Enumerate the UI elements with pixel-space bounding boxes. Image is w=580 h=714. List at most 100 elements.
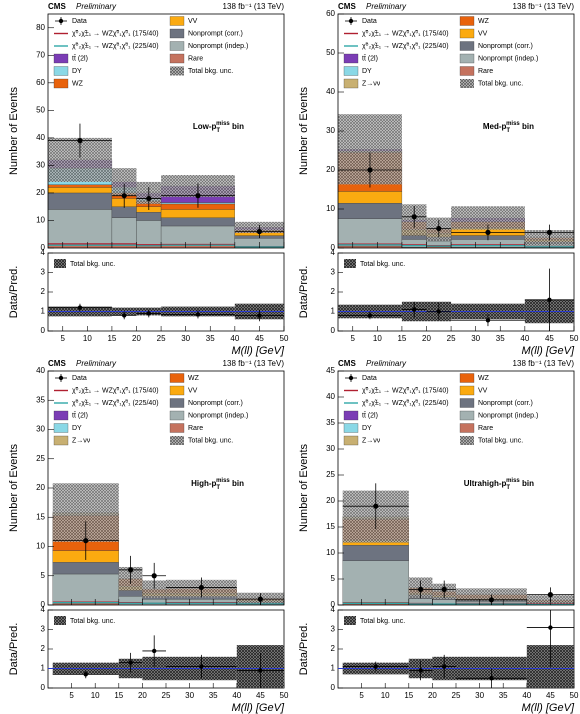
ratio-point	[418, 668, 423, 673]
ratio-y-tick-label: 0	[331, 683, 336, 692]
ratio-point	[436, 309, 441, 314]
legend-label: χ̃⁰₂χ̃±₁ → WZχ̃⁰₁χ̃⁰₁ (175/40)	[362, 386, 449, 394]
ratio-point	[548, 625, 553, 630]
ratio-point	[412, 307, 417, 312]
legend-label: Rare	[188, 425, 203, 432]
legend-swatch	[53, 435, 69, 446]
region-suffix: bin	[230, 479, 244, 488]
ratio-y-tick-label: 4	[41, 605, 46, 614]
legend-label: Rare	[188, 55, 203, 62]
ratio-legend-swatch	[344, 616, 356, 625]
plot-area	[342, 483, 574, 605]
y-tick-label: 20	[36, 188, 45, 197]
legend-swatch	[343, 423, 359, 433]
y-tick-label: 45	[326, 366, 335, 375]
stack-segment	[111, 217, 137, 246]
ratio-point	[77, 305, 83, 310]
ratio-y-tick-label: 4	[331, 605, 336, 614]
stack-segment	[48, 209, 113, 246]
region-suffix: bin	[520, 122, 534, 131]
x-axis-title: M(ll) [GeV]	[521, 345, 575, 357]
x-tick-label: 10	[91, 691, 100, 700]
legend-label: χ̃⁰₂χ̃±₁ → WZχ̃⁰₁χ̃⁰₁ (225/40)	[362, 42, 449, 50]
data-point	[373, 503, 379, 509]
x-tick-label: 5	[61, 334, 66, 343]
legend-label: Rare	[478, 68, 493, 75]
status: Preliminary	[76, 2, 117, 11]
legend-swatch	[169, 16, 185, 26]
y-tick-label: 0	[41, 600, 46, 609]
y-tick-label: 40	[326, 87, 335, 96]
ratio-point	[199, 664, 204, 669]
x-tick-label: 40	[230, 334, 239, 343]
legend-label: Nonprompt (corr.)	[478, 43, 533, 50]
legend-swatch	[169, 28, 185, 39]
legend-swatch	[459, 41, 475, 51]
y-axis-title: Number of Events	[298, 86, 310, 175]
y-tick-label: 40	[36, 133, 45, 142]
x-tick-label: 25	[452, 691, 461, 700]
stack-segment	[142, 599, 167, 605]
ratio-y-tick-label: 4	[41, 248, 46, 257]
ratio-y-tick-label: 1	[41, 664, 46, 673]
region-label: Ultrahigh-pTmiss bin	[464, 478, 534, 491]
legend-label: tt̄ (2l)	[362, 54, 378, 62]
region-sup: miss	[216, 478, 230, 484]
legend-swatch	[170, 66, 184, 76]
legend-swatch	[459, 398, 475, 408]
legend-label: Nonprompt (corr.)	[188, 400, 243, 407]
y-tick-label: 35	[36, 395, 45, 404]
ratio-point	[146, 311, 151, 316]
x-tick-label: 50	[280, 334, 289, 343]
data-point	[546, 229, 553, 235]
ratio-y-tick-label: 3	[41, 625, 46, 634]
legend-label: Z→νν	[362, 80, 381, 87]
legend-data-point	[58, 375, 64, 381]
y-axis-title: Number of Events	[298, 443, 310, 532]
data-point	[547, 592, 554, 598]
ratio-point	[489, 676, 494, 681]
plot-area	[338, 114, 574, 248]
x-tick-label: 5	[359, 691, 364, 700]
y-tick-label: 30	[326, 126, 335, 135]
ratio-y-tick-label: 3	[331, 625, 336, 634]
legend-swatch	[459, 410, 475, 421]
legend-swatch	[459, 373, 475, 383]
region-suffix: bin	[520, 479, 534, 488]
legend-swatch	[53, 66, 69, 76]
stack-segment	[160, 209, 235, 218]
region-label: Low-pTmiss bin	[193, 121, 244, 134]
y-tick-label: 5	[41, 571, 46, 580]
y-tick-label: 30	[36, 425, 45, 434]
legend-label: WZ	[478, 375, 490, 382]
region-prefix: Ultrahigh-p	[464, 479, 507, 488]
data-point	[256, 228, 263, 235]
legend-label: WZ	[188, 375, 200, 382]
legend-label: DY	[362, 68, 372, 75]
legend-label: Nonprompt (indep.)	[478, 55, 538, 62]
x-tick-label: 25	[157, 334, 166, 343]
legend-label: tt̄ (2l)	[72, 411, 88, 419]
region-prefix: High-p	[191, 479, 216, 488]
data-point	[441, 586, 447, 593]
legend-label: χ̃⁰₂χ̃±₁ → WZχ̃⁰₁χ̃⁰₁ (225/40)	[72, 399, 159, 407]
y-tick-label: 10	[36, 542, 45, 551]
stack-segment	[118, 590, 143, 597]
ratio-point	[83, 672, 88, 677]
data-point	[411, 214, 417, 220]
legend-label: VV	[188, 18, 198, 25]
legend-label: tt̄ (2l)	[362, 411, 378, 419]
x-tick-label: 40	[232, 691, 241, 700]
legend-swatch	[169, 398, 185, 408]
region-prefix: Low-p	[193, 122, 217, 131]
x-tick-label: 35	[496, 334, 505, 343]
stack-segment	[401, 235, 427, 240]
y-tick-label: 25	[326, 470, 335, 479]
status: Preliminary	[366, 359, 407, 368]
legend-swatch	[459, 16, 475, 26]
legend-label: Nonprompt (corr.)	[188, 30, 243, 37]
lumi: 138 fb⁻¹ (13 TeV)	[223, 359, 285, 368]
data-point	[436, 225, 442, 232]
x-tick-label: 30	[471, 334, 480, 343]
